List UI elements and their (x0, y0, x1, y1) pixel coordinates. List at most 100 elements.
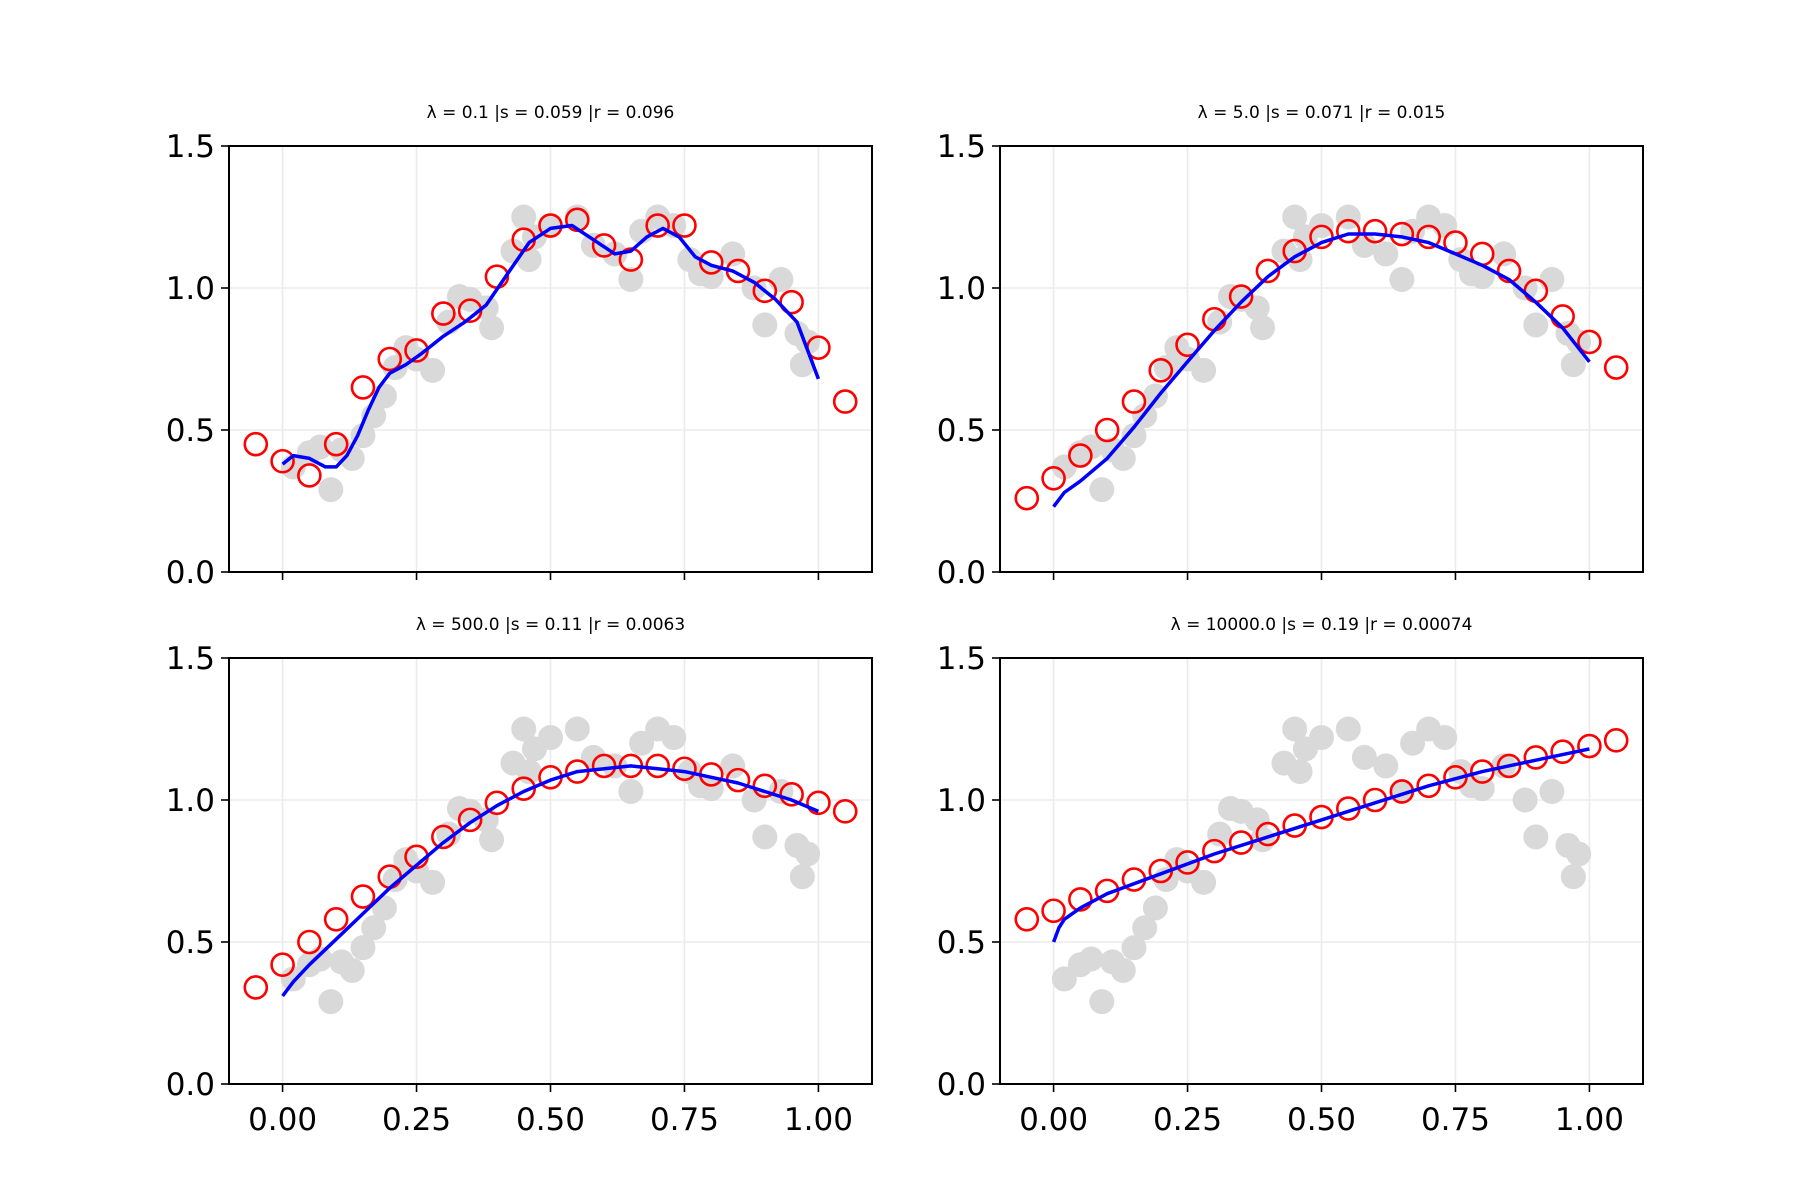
y-tick-label: 1.0 (166, 271, 215, 307)
raw-data-point (1351, 232, 1377, 258)
raw-data-point (479, 827, 505, 853)
fit-line (1051, 747, 1590, 943)
raw-data-point (350, 935, 376, 961)
smoothed-point (1577, 733, 1602, 759)
smoothed-point (1041, 898, 1066, 924)
raw-data-point (1132, 915, 1158, 941)
x-tick-label: 0.75 (650, 1102, 719, 1138)
smoothed-point (1068, 443, 1093, 468)
smoothed-point (1175, 850, 1200, 875)
x-tick-label: 0.75 (1421, 1102, 1490, 1138)
x-tick-label: 0.25 (382, 1102, 451, 1138)
raw-data-point (1389, 266, 1415, 292)
smoothed-point (1041, 465, 1066, 491)
raw-data-point (318, 989, 344, 1015)
raw-data-point (1191, 357, 1217, 383)
raw-data-point (1523, 824, 1549, 850)
raw-data-point (479, 315, 505, 341)
panel-top-left: λ = 0.1 |s = 0.059 |r = 0.096 0.0 0.5 1.0 1… (166, 103, 873, 591)
raw-data-point (1282, 716, 1308, 742)
raw-data-point (1539, 266, 1565, 292)
ticks: 0.00 0.25 0.50 0.75 1.00 0.0 0.5 1.0 1.5 (166, 641, 853, 1138)
fit-line (281, 764, 820, 998)
raw-data-point (752, 824, 778, 850)
ticks: 0.0 0.5 1.0 1.5 (937, 129, 1591, 591)
smoothed-point (457, 807, 483, 833)
raw-data-point (618, 266, 644, 292)
raw-data-point (629, 730, 655, 756)
smoothed-point (1094, 417, 1120, 443)
raw-data-point (1469, 776, 1495, 802)
raw-data-point (1335, 716, 1361, 742)
smoothed-point (1309, 224, 1334, 250)
smoothed-point (698, 250, 724, 275)
y-tick-label: 1.0 (937, 271, 986, 307)
smoothed-point (832, 799, 858, 824)
y-tick-label: 0.0 (166, 1067, 215, 1103)
x-tick-label: 1.00 (784, 1102, 853, 1138)
raw-data-point (511, 204, 537, 230)
x-tick-label: 0.50 (516, 1102, 585, 1138)
y-tick-label: 1.5 (166, 129, 215, 165)
raw-data-point (580, 744, 606, 770)
raw-data-point (1523, 312, 1549, 338)
raw-data-point (720, 753, 746, 779)
smoothed-point (1496, 258, 1522, 284)
raw-data-point (789, 352, 815, 378)
x-tick-label: 0.00 (1019, 1102, 1088, 1138)
smoothed-point (591, 233, 617, 258)
smoothed-point (323, 431, 349, 457)
raw-data-point (1089, 989, 1115, 1015)
raw-data-point (661, 725, 687, 751)
smoothed-point (672, 213, 697, 238)
raw-data-point (1560, 864, 1586, 890)
y-tick-label: 1.5 (937, 641, 986, 677)
smoothed-point (1255, 258, 1281, 284)
raw-data-point (564, 716, 590, 742)
smoothed-point (832, 389, 858, 414)
smoothed-point (1121, 389, 1147, 414)
smoothed-point (1068, 887, 1093, 912)
raw-data-point (1351, 744, 1377, 770)
smoothed-point (752, 278, 778, 304)
y-tick-label: 1.0 (166, 783, 215, 819)
panel-bottom-left: λ = 500.0 |s = 0.11 |r = 0.0063 0.00 0.25… (166, 615, 873, 1138)
raw-data-point (1373, 753, 1399, 779)
y-tick-label: 0.0 (937, 555, 986, 591)
smoothed-point (431, 301, 456, 326)
raw-data-point (1400, 730, 1426, 756)
raw-data-point (361, 915, 387, 941)
raw-data-point (1432, 725, 1458, 751)
raw-data-point (1078, 434, 1104, 460)
x-tick-label: 0.00 (248, 1102, 317, 1138)
raw-data-point (789, 864, 815, 890)
raw-data-point (752, 312, 778, 338)
raw-data-point (318, 477, 344, 503)
raw-data-point (795, 841, 821, 867)
raw-data-point (1512, 787, 1538, 813)
smoothed-point (270, 952, 295, 978)
smoothed-point (1335, 218, 1361, 244)
raw-data-point (538, 725, 563, 751)
smoothed-point (1014, 485, 1040, 511)
raw-data-point (420, 869, 446, 895)
raw-data-point (307, 946, 333, 972)
panel-title: λ = 500.0 |s = 0.11 |r = 0.0063 (416, 615, 685, 635)
smoothed-point (243, 431, 269, 457)
smoothed-point (350, 884, 376, 909)
smoothed-point (1603, 355, 1629, 380)
smoothed-point (297, 463, 322, 488)
smoothed-point (1362, 218, 1388, 244)
raw-data-point (1121, 935, 1147, 961)
raw-data-point (1469, 264, 1495, 290)
smoothed-point (431, 824, 456, 850)
x-tick-label: 0.25 (1153, 1102, 1222, 1138)
smoothed-point (270, 448, 295, 474)
raw-data-point (1373, 241, 1399, 267)
y-tick-label: 1.5 (166, 641, 215, 677)
smoothed-point (1416, 224, 1441, 250)
y-tick-label: 0.5 (166, 925, 215, 961)
smoothed-point (806, 790, 831, 816)
y-tick-label: 0.5 (937, 413, 986, 449)
smoothed-point (1416, 773, 1441, 799)
